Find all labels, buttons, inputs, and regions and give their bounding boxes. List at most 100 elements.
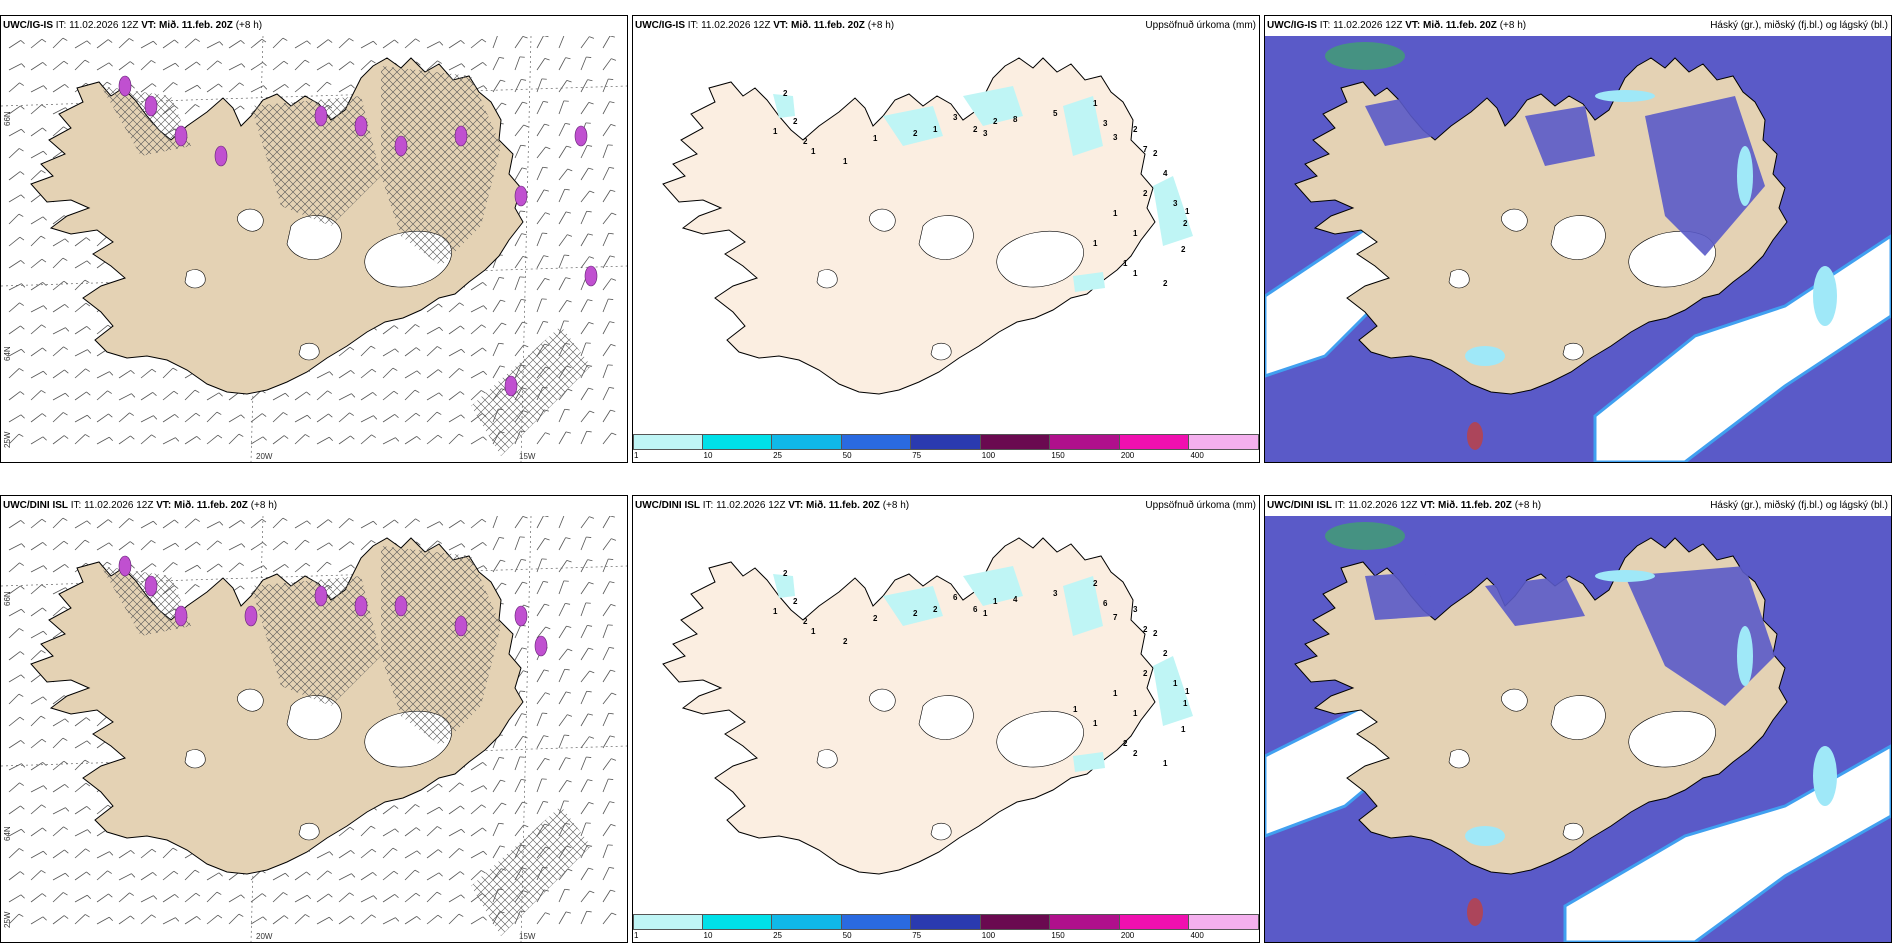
map-svg: [1265, 516, 1891, 942]
model-name: UWC/IG-IS: [1267, 20, 1317, 31]
map-area[interactable]: [1, 516, 627, 942]
glacier-contour: [237, 688, 264, 712]
convective-cell: [118, 75, 132, 97]
model-name: UWC/DINI ISL: [1267, 500, 1332, 511]
precip-value-label: 7: [1143, 145, 1148, 154]
map-area[interactable]: [1265, 516, 1891, 942]
colorbar-tick-label: 200: [1120, 451, 1135, 460]
colorbar-tick-label: 150: [1051, 931, 1065, 940]
mid-cloud-area: [1465, 826, 1505, 846]
convective-cell: [314, 585, 328, 607]
mid-cloud-area: [1595, 570, 1655, 582]
low-cloud-patch: [1485, 576, 1585, 626]
map-svg: [1, 516, 627, 942]
glacier-contour: [869, 208, 896, 232]
cloud-map-panel-dini: UWC/DINI ISL IT: 11.02.2026 12Z VT: Mið.…: [1264, 495, 1892, 943]
valid-time: VT: Mið. 11.feb. 20Z: [788, 500, 880, 511]
lat-label-64n: 64N: [3, 346, 12, 361]
convective-cell: [214, 145, 228, 167]
lat-label-66n: 66N: [3, 111, 12, 126]
colorbar-swatch: [702, 434, 773, 450]
high-cloud-area: [1325, 42, 1405, 70]
lon-label-25w: 25W: [3, 911, 12, 928]
precip-value-label: 3: [983, 129, 988, 138]
precip-value-label: 1: [993, 597, 998, 606]
precip-value-label: 1: [773, 607, 778, 616]
convective-cell: [514, 605, 528, 627]
precip-value-label: 1: [873, 134, 878, 143]
colorbar-swatch: [841, 434, 912, 450]
mid-cloud-area: [1595, 90, 1655, 102]
precip-colorbar: 1 10 25 50 75 100 150 200 400: [633, 914, 1259, 942]
glacier-contour: [1628, 230, 1716, 288]
precip-colorbar: 1 10 25 50 75 100 150 200 400: [633, 434, 1259, 462]
precip-value-label: 1: [1133, 709, 1138, 718]
colorbar-swatch: [633, 914, 703, 930]
wind-map-panel-ig: UWC/IG-IS IT: 11.02.2026 12Z VT: Mið. 11…: [0, 15, 628, 463]
precip-value-label: 1: [1093, 239, 1098, 248]
colorbar-tick-label: 50: [842, 451, 852, 460]
colorbar-tick-label: 10: [703, 931, 713, 940]
glacier-contour: [1501, 208, 1528, 232]
glacier-contour: [1501, 688, 1528, 712]
precip-area: [1153, 656, 1193, 726]
precip-value-label: 2: [1183, 219, 1188, 228]
lon-label-15w: 15W: [519, 452, 536, 461]
colorbar-swatch: [1119, 434, 1190, 450]
model-name: UWC/DINI ISL: [635, 500, 700, 511]
precip-area: [773, 574, 795, 598]
latitude-line: [1, 745, 627, 767]
precip-value-label: 2: [1143, 189, 1148, 198]
precip-value-label: 2: [1143, 625, 1148, 634]
precip-hatch: [381, 546, 501, 746]
precip-value-label: 2: [1093, 579, 1098, 588]
precip-value-label: 1: [1185, 207, 1190, 216]
convective-cell: [574, 125, 588, 147]
precip-value-label: 6: [1103, 599, 1108, 608]
model-name: UWC/IG-IS: [3, 20, 53, 31]
precip-value-label: 2: [1143, 669, 1148, 678]
precip-value-label: 1: [1133, 229, 1138, 238]
precip-map-panel-dini: UWC/DINI ISL IT: 11.02.2026 12Z VT: Mið.…: [632, 495, 1260, 943]
convective-cell: [354, 115, 368, 137]
colorbar-swatch: [772, 434, 842, 450]
colorbar-swatch: [1189, 434, 1259, 450]
panel-header: UWC/IG-IS IT: 11.02.2026 12Z VT: Mið. 11…: [1265, 16, 1891, 36]
convective-cell: [394, 135, 408, 157]
lat-label-66n: 66N: [3, 591, 12, 606]
glacier-contour: [816, 269, 838, 289]
precip-area: [963, 566, 1023, 606]
colorbar-tick-label: 75: [912, 451, 922, 460]
mid-cloud-area: [1465, 346, 1505, 366]
precip-area: [883, 586, 943, 626]
lon-label-15w: 15W: [519, 932, 536, 941]
valid-time: VT: Mið. 11.feb. 20Z: [1420, 500, 1512, 511]
precip-value-label: 4: [1013, 595, 1018, 604]
precip-value-label: 2: [803, 137, 808, 146]
precip-value-label: 2: [843, 637, 848, 646]
deep-cloud-core: [1467, 898, 1483, 926]
glacier-contour: [869, 688, 896, 712]
precip-value-label: 1: [983, 609, 988, 618]
colorbar-swatch: [980, 914, 1051, 930]
precip-value-label: 6: [953, 593, 958, 602]
low-cloud-patch: [1525, 106, 1595, 166]
map-area[interactable]: [1, 36, 627, 462]
precip-value-label: 5: [1053, 109, 1058, 118]
glacier-contour: [1448, 269, 1470, 289]
colorbar-tick-label: 25: [773, 931, 783, 940]
precip-value-label: 3: [1133, 605, 1138, 614]
precip-hatch: [471, 806, 591, 936]
colorbar-tick-label: 50: [842, 931, 852, 940]
glacier-contour: [816, 749, 838, 769]
precip-value-label: 1: [1133, 269, 1138, 278]
lead-time: (+8 h): [1514, 500, 1542, 511]
precip-value-label: 2: [1153, 629, 1158, 638]
precip-value-label: 2: [933, 605, 938, 614]
precip-area: [1063, 96, 1103, 156]
field-label: Uppsöfnuð úrkoma (mm): [1145, 20, 1256, 31]
map-area[interactable]: [1265, 36, 1891, 462]
